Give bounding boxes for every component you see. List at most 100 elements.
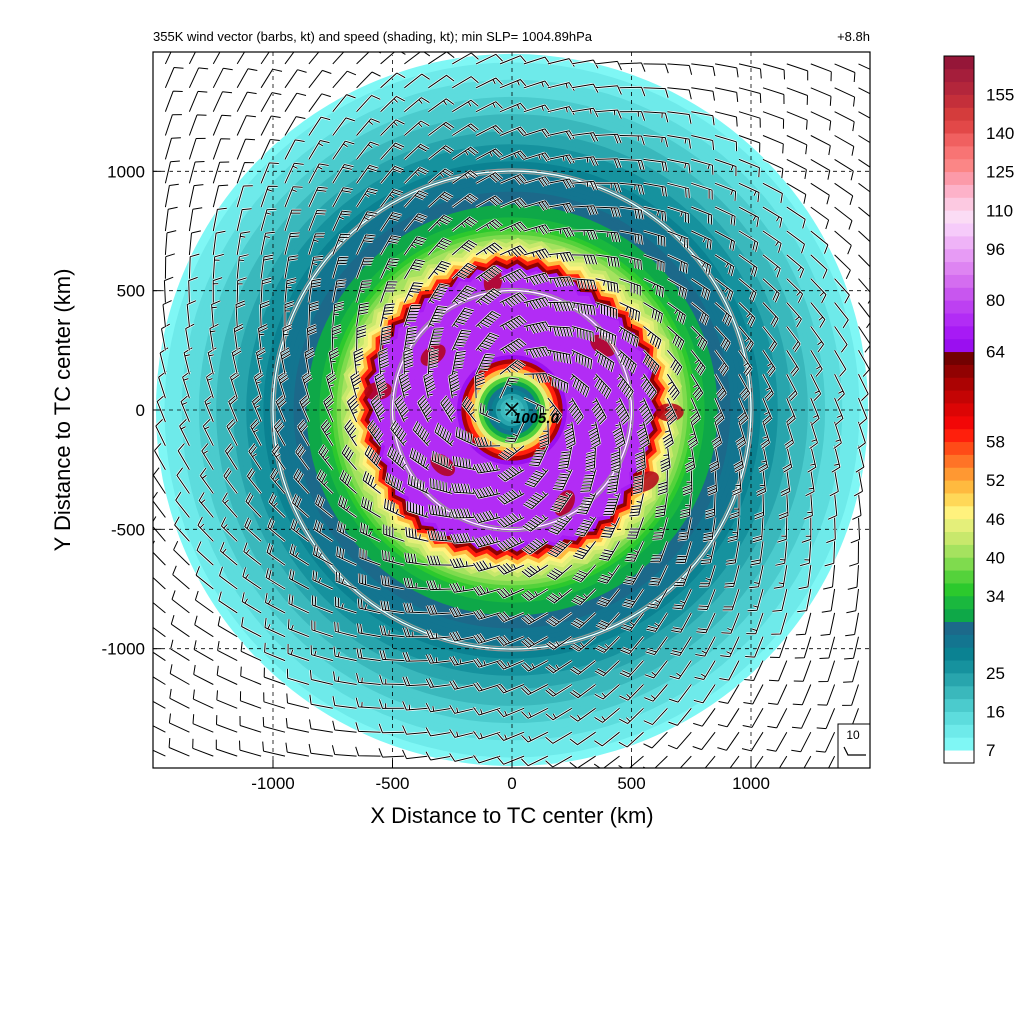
wind-barb [265,593,286,614]
wind-barb [497,684,525,694]
wind-barb [499,150,527,160]
wind-barb [833,421,842,449]
wind-barb [380,72,406,89]
wind-barb [362,471,381,494]
wind-barb [762,373,774,401]
wind-barb [475,77,503,89]
wind-barb [497,635,525,646]
wind-barb [595,158,622,168]
wind-barb [619,135,645,146]
wind-barb [762,397,772,425]
wind-barb [858,373,869,401]
wind-barb [643,206,667,222]
wind-barb [834,158,854,181]
colorbar-cell [944,737,974,751]
wind-barb [571,132,599,142]
wind-barb [233,323,244,351]
wind-barb [735,421,746,449]
wind-barb [449,557,477,569]
wind-barb [451,307,474,328]
wind-barb [546,564,573,581]
wind-barb [286,693,310,709]
wind-barb [521,660,549,672]
wind-barb [299,395,311,423]
wind-barb [320,419,334,447]
wind-barb [619,278,641,296]
wind-barb [428,168,454,184]
wind-barb [428,121,454,136]
wind-barb [762,206,783,228]
wind-barb [425,653,453,664]
wind-barb [412,421,431,447]
wind-barb [212,52,221,65]
wind-barb [153,626,166,638]
wind-barb [547,301,574,312]
wind-barb [383,524,405,542]
wind-barb [394,395,409,423]
wind-barb [754,755,764,768]
wind-barb [742,708,764,728]
wind-barb [523,152,551,162]
wind-barb [741,731,764,752]
wind-barb [666,373,680,401]
colorbar-cell [944,621,974,635]
wind-barb [593,755,620,768]
colorbar-cell [944,120,974,134]
wind-barb [571,254,598,265]
wind-barb [523,321,551,334]
wind-barb [284,209,302,232]
colorbar-cell [944,557,974,571]
wind-barb [216,665,238,685]
wind-barb [797,588,812,613]
wind-barb [858,158,870,168]
wind-barb [153,540,166,566]
wind-barb [619,660,644,678]
wind-barb [358,573,381,590]
wind-barb [786,158,807,179]
wind-barb [332,187,353,208]
wind-barb [574,516,597,537]
wind-barb [650,541,668,563]
wind-barb [786,111,808,130]
colorbar-cell [944,390,974,404]
wind-barb [619,182,645,195]
wind-barb [284,255,299,279]
wind-barb [402,627,429,638]
wind-barb [667,111,692,124]
wind-barb [618,326,639,348]
wind-barb [262,741,286,757]
wind-barb [350,371,362,399]
wind-barb [173,540,190,566]
wind-barb [236,91,257,112]
colorbar-cell [944,647,974,661]
wind-barb [451,350,466,375]
reference-barb-label: 10 [846,728,860,742]
wind-barb [671,612,692,633]
wind-barb [652,517,668,540]
wind-barb [475,53,503,65]
wind-barb [760,421,770,449]
colorbar-cell [944,493,974,507]
wind-barb [164,206,178,232]
y-tick-label: 1000 [107,162,145,181]
wind-barb [738,254,758,277]
colorbar-cell [944,68,974,83]
wind-barb [547,58,575,67]
wind-barb [198,492,214,518]
wind-barb [308,278,322,303]
wind-barb [714,230,735,251]
wind-barb [357,623,381,638]
colorbar-frame [943,55,975,764]
wind-barb [820,612,836,636]
wind-barb [258,324,268,351]
wind-barb [380,281,398,303]
wind-barb [692,731,716,751]
wind-barb [425,751,453,761]
wind-barb [620,636,644,655]
wind-barb [855,445,865,473]
wind-barb [843,660,859,683]
wind-barb [643,111,669,123]
wind-barb [738,87,762,104]
wind-barb [260,277,272,303]
wind-barb [332,696,357,709]
